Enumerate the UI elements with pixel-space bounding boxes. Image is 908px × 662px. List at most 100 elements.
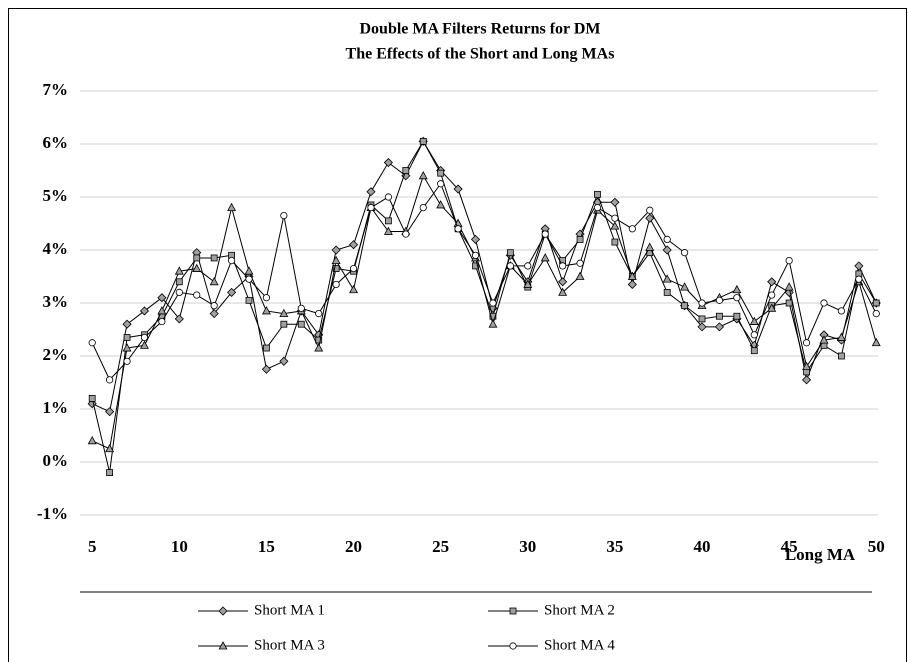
marker (419, 204, 427, 212)
legend-label: Short MA 2 (544, 602, 615, 618)
marker (245, 296, 253, 304)
marker (820, 299, 828, 307)
marker (871, 337, 881, 347)
marker (437, 180, 445, 188)
marker (315, 336, 323, 344)
x-tick-label: 30 (519, 537, 536, 556)
marker (802, 361, 812, 371)
marker (122, 343, 132, 352)
marker (645, 242, 655, 251)
marker (88, 394, 96, 402)
chart-subtitle: The Effects of the Short and Long MAs (346, 46, 615, 63)
marker (488, 319, 498, 328)
marker (681, 302, 688, 310)
marker (628, 225, 636, 233)
marker (855, 275, 863, 283)
marker (506, 262, 514, 270)
marker (279, 308, 289, 318)
marker (227, 202, 237, 212)
marker (611, 214, 619, 222)
marker (785, 299, 793, 307)
marker (698, 315, 706, 323)
marker (627, 279, 637, 290)
marker (540, 253, 550, 262)
marker (594, 190, 601, 198)
marker (749, 316, 759, 325)
x-tick-label: 45 (781, 537, 798, 556)
x-tick-label: 20 (345, 537, 362, 556)
chart-title: Double MA Filters Returns for DM (360, 21, 601, 38)
marker (193, 291, 201, 299)
marker (210, 254, 218, 262)
marker (105, 407, 115, 417)
marker (541, 230, 549, 238)
marker (838, 352, 845, 360)
marker (314, 343, 324, 352)
marker (140, 333, 149, 342)
marker (402, 230, 410, 238)
marker (209, 309, 219, 319)
marker (733, 294, 741, 302)
marker (209, 276, 219, 286)
marker (297, 304, 305, 312)
marker (593, 204, 602, 212)
marker (768, 291, 776, 299)
legend-marker (509, 642, 517, 650)
marker (245, 275, 253, 283)
marker (157, 306, 167, 315)
x-tick-label: 25 (432, 537, 449, 556)
marker (697, 322, 707, 332)
marker (714, 322, 725, 332)
marker (349, 284, 359, 294)
marker (418, 170, 428, 180)
marker (383, 157, 393, 168)
marker (611, 238, 619, 246)
marker (244, 266, 254, 275)
marker (785, 256, 793, 265)
marker (174, 266, 184, 275)
marker (123, 334, 131, 341)
marker (366, 187, 376, 197)
marker (558, 287, 568, 296)
marker (470, 234, 481, 244)
x-tick-label: 15 (258, 537, 275, 556)
marker (453, 184, 463, 194)
marker (192, 263, 202, 272)
marker (139, 340, 149, 349)
marker (471, 251, 480, 259)
legend-label: Short MA 4 (544, 637, 615, 653)
marker (454, 225, 462, 233)
marker (576, 259, 584, 267)
marker (367, 204, 375, 212)
marker (106, 376, 114, 384)
marker (680, 249, 689, 257)
marker (646, 206, 654, 214)
marker (297, 320, 305, 328)
marker (123, 357, 131, 365)
marker (348, 240, 359, 250)
marker (332, 280, 340, 289)
marker (210, 302, 218, 310)
marker (801, 375, 812, 385)
legend-label: Short MA 3 (254, 637, 325, 653)
x-tick-label: 40 (694, 537, 711, 556)
marker (784, 282, 794, 291)
marker (837, 307, 846, 315)
series-line (91, 182, 877, 381)
x-tick-label: 35 (606, 537, 623, 556)
marker (419, 137, 427, 145)
marker (680, 282, 690, 291)
marker (733, 312, 741, 320)
marker (331, 255, 341, 265)
marker (315, 309, 323, 318)
marker (261, 306, 271, 315)
marker (489, 299, 497, 307)
legend-marker (509, 607, 517, 615)
marker (802, 339, 811, 347)
marker (662, 245, 672, 255)
marker (158, 317, 166, 326)
marker (716, 312, 723, 320)
marker (227, 256, 236, 265)
marker (576, 235, 584, 243)
